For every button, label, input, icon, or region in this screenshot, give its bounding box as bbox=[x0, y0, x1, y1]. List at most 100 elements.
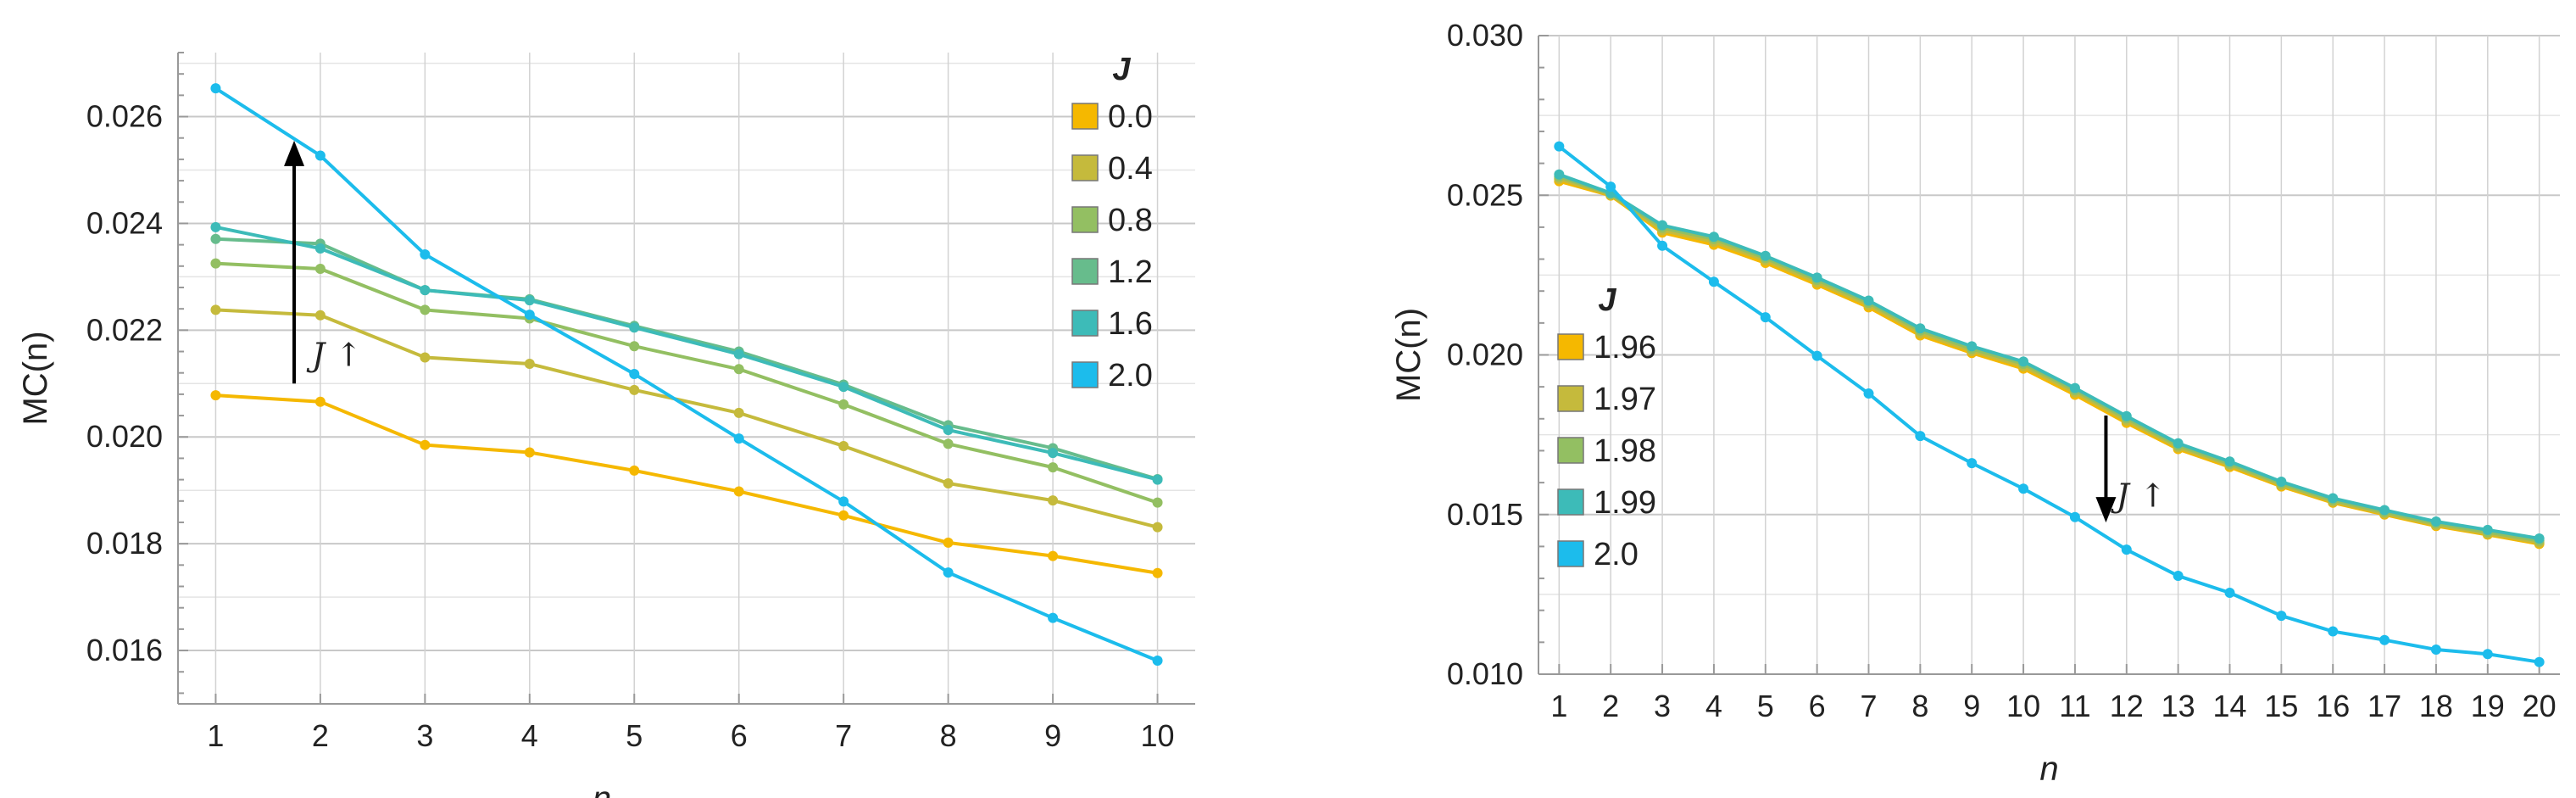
gridlines bbox=[178, 53, 1195, 705]
x-tick-label: 2 bbox=[312, 718, 329, 753]
legend-swatch bbox=[1557, 488, 1584, 516]
x-tick-label: 9 bbox=[1044, 718, 1061, 753]
legend-swatch bbox=[1071, 206, 1099, 233]
data-point bbox=[1048, 550, 1059, 561]
data-point bbox=[943, 537, 954, 548]
legend: J 0.0 0.4 0.8 1.2 1.6 2.0 bbox=[1071, 52, 1153, 393]
y-tick-label: 0.015 bbox=[1447, 497, 1523, 532]
series-line bbox=[1558, 145, 2540, 664]
data-point bbox=[524, 310, 535, 321]
series-0.8 bbox=[210, 258, 1163, 508]
data-point bbox=[210, 83, 221, 94]
x-tick-label: 15 bbox=[2264, 689, 2298, 723]
x-tick-label: 14 bbox=[2212, 689, 2246, 723]
legend-label: 1.99 bbox=[1594, 485, 1656, 521]
data-point bbox=[2069, 382, 2080, 393]
data-point bbox=[1915, 323, 1926, 334]
data-point bbox=[314, 243, 325, 254]
data-point bbox=[420, 439, 431, 450]
data-point bbox=[2534, 656, 2545, 667]
data-point bbox=[1554, 141, 1565, 152]
data-point bbox=[2224, 587, 2235, 598]
gridlines bbox=[1538, 35, 2560, 675]
x-tick-label: 6 bbox=[1809, 689, 1826, 723]
x-tick-label: 5 bbox=[1757, 689, 1774, 723]
data-point bbox=[1863, 388, 1874, 399]
x-tick-label: 11 bbox=[2059, 689, 2090, 723]
data-point bbox=[2482, 524, 2493, 535]
data-point bbox=[629, 368, 640, 379]
legend-item: 1.97 bbox=[1557, 382, 1656, 417]
data-point bbox=[1152, 567, 1163, 578]
data-point bbox=[733, 364, 744, 375]
series-line bbox=[215, 225, 1159, 482]
data-point bbox=[2379, 634, 2390, 645]
data-point bbox=[838, 399, 849, 410]
legend-label: 1.96 bbox=[1594, 330, 1656, 366]
data-point bbox=[524, 447, 535, 458]
data-point bbox=[1760, 250, 1771, 261]
series-line bbox=[215, 308, 1159, 529]
data-point bbox=[420, 248, 431, 259]
legend-label: 1.97 bbox=[1594, 382, 1656, 417]
x-axis-title: n bbox=[2039, 751, 2058, 788]
data-point bbox=[314, 150, 325, 161]
legend-item: 2.0 bbox=[1071, 358, 1153, 393]
data-point bbox=[2379, 505, 2390, 516]
x-tick-label: 7 bbox=[1860, 689, 1877, 723]
data-point bbox=[629, 465, 640, 476]
data-point bbox=[1967, 458, 1978, 469]
data-point bbox=[1048, 495, 1059, 506]
data-point bbox=[2328, 626, 2339, 637]
legend-title: J bbox=[1112, 52, 1131, 87]
x-tick-label: 16 bbox=[2316, 689, 2350, 723]
legend-swatch bbox=[1557, 437, 1584, 464]
data-point bbox=[1708, 232, 1719, 243]
data-point bbox=[629, 384, 640, 395]
data-point bbox=[1760, 312, 1771, 323]
data-point bbox=[2069, 511, 2080, 522]
series-1.99 bbox=[1554, 169, 2545, 544]
legend-swatch bbox=[1071, 103, 1099, 130]
legend-label: 0.8 bbox=[1108, 203, 1153, 238]
legend-item: 0.0 bbox=[1071, 99, 1153, 135]
data-point bbox=[420, 285, 431, 296]
y-tick-label: 0.026 bbox=[86, 99, 163, 134]
series-1.96 bbox=[1554, 176, 2545, 550]
legend-swatch bbox=[1071, 310, 1099, 337]
y-axis-title: MC(n) bbox=[17, 331, 54, 425]
data-point bbox=[210, 233, 221, 244]
data-point bbox=[2121, 410, 2132, 421]
data-point bbox=[1048, 612, 1059, 623]
data-point bbox=[1657, 240, 1668, 251]
data-point bbox=[2430, 516, 2441, 527]
data-point bbox=[1048, 462, 1059, 473]
legend-swatch bbox=[1071, 154, 1099, 181]
series-1.6 bbox=[210, 221, 1163, 485]
legend-item: 0.8 bbox=[1071, 203, 1153, 238]
x-tick-label: 12 bbox=[2110, 689, 2144, 723]
annotation-arrow-head bbox=[284, 140, 305, 166]
data-point bbox=[1657, 220, 1668, 231]
data-point bbox=[1863, 295, 1874, 306]
y-tick-label: 0.018 bbox=[86, 526, 163, 561]
data-point bbox=[733, 349, 744, 360]
data-point bbox=[629, 341, 640, 352]
legend-label: 0.4 bbox=[1108, 151, 1153, 187]
legend-item: 2.0 bbox=[1557, 537, 1639, 572]
data-point bbox=[733, 433, 744, 444]
data-point bbox=[2173, 571, 2184, 582]
data-point bbox=[838, 382, 849, 393]
legend-swatch bbox=[1071, 361, 1099, 388]
data-point bbox=[2224, 456, 2235, 467]
data-point bbox=[210, 221, 221, 232]
series-line bbox=[215, 393, 1158, 575]
data-point bbox=[210, 258, 221, 269]
data-point bbox=[1915, 431, 1926, 442]
legend-item: 0.4 bbox=[1071, 151, 1153, 187]
legend-label: 2.0 bbox=[1108, 358, 1153, 393]
data-point bbox=[733, 407, 744, 418]
y-tick-label: 0.022 bbox=[86, 312, 163, 347]
y-tick-label: 0.010 bbox=[1447, 656, 1523, 691]
